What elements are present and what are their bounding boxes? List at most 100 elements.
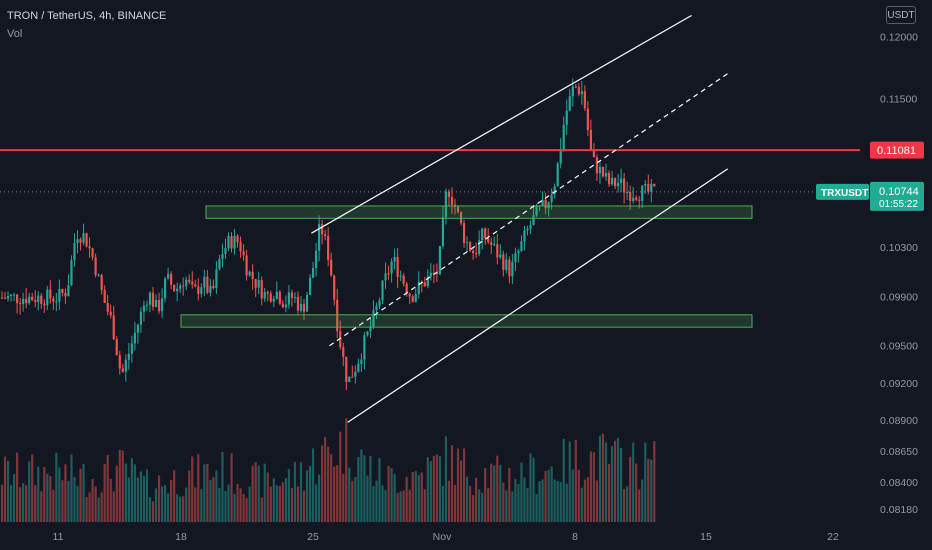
volume-bar xyxy=(64,464,66,522)
volume-bar xyxy=(397,493,399,522)
trend-channel[interactable] xyxy=(311,15,727,422)
candle xyxy=(288,285,290,309)
candle xyxy=(602,166,604,177)
volume-bar xyxy=(409,490,411,522)
support-zones[interactable] xyxy=(181,206,752,327)
candle xyxy=(357,359,359,373)
candle xyxy=(526,226,528,236)
price-axis-bg[interactable] xyxy=(860,0,932,550)
last-price-value: 0.10744 xyxy=(879,186,919,198)
candle xyxy=(291,290,293,307)
volume-bar xyxy=(161,487,163,522)
time-tick: 8 xyxy=(572,531,578,543)
candle xyxy=(146,301,148,311)
volume-bar xyxy=(230,453,232,522)
support-zone[interactable] xyxy=(181,315,752,327)
volume-bar xyxy=(19,487,21,522)
volume-bar xyxy=(140,471,142,522)
volume-bar xyxy=(264,464,266,522)
candle xyxy=(31,293,33,301)
symbol-title[interactable]: TRON / TetherUS, 4h, BINANCE xyxy=(7,10,166,22)
time-axis-bg[interactable] xyxy=(0,524,860,550)
candle xyxy=(614,178,616,189)
volume-bar xyxy=(218,488,220,522)
volume-bar xyxy=(25,485,27,522)
volume-bar xyxy=(37,467,39,522)
candle xyxy=(140,307,142,333)
volume-bar xyxy=(282,482,284,522)
volume-bar xyxy=(493,465,495,522)
candle xyxy=(67,275,69,297)
volume-bar xyxy=(517,484,519,522)
volume-bar xyxy=(149,497,151,522)
volume-bar xyxy=(581,488,583,522)
volume-bar xyxy=(569,441,571,522)
volume-bar xyxy=(487,488,489,522)
volume-bar xyxy=(623,489,625,522)
candle xyxy=(333,275,335,306)
candle xyxy=(212,280,214,290)
candle xyxy=(330,253,332,277)
candle xyxy=(10,294,12,302)
candle xyxy=(28,293,30,305)
candle xyxy=(632,187,634,204)
volume-label[interactable]: Vol xyxy=(7,28,22,40)
volume-bar xyxy=(152,501,154,522)
candle xyxy=(397,248,399,288)
volume-bar xyxy=(79,469,81,522)
volume-bar xyxy=(40,492,42,522)
candle xyxy=(575,84,577,88)
volume-bar xyxy=(333,467,335,522)
candle xyxy=(611,171,613,186)
volume-bar xyxy=(52,490,54,522)
volume-bar xyxy=(143,476,145,522)
candle xyxy=(79,237,81,250)
volume-bar xyxy=(433,456,435,522)
volume-bar xyxy=(632,442,634,522)
currency-button[interactable]: USDT xyxy=(886,6,916,24)
price-tick: 0.11500 xyxy=(880,93,917,105)
resistance-line[interactable] xyxy=(0,150,860,192)
volume-bar xyxy=(73,477,75,522)
volume-bar xyxy=(46,474,48,522)
volume-bar xyxy=(61,480,63,522)
candle xyxy=(279,290,281,305)
volume-bar xyxy=(249,487,251,522)
volume-bar xyxy=(330,454,332,522)
volume-bar xyxy=(520,463,522,522)
volume-bar xyxy=(43,467,45,522)
volume-bar xyxy=(291,488,293,522)
volume-bar xyxy=(236,484,238,522)
candle xyxy=(73,233,75,266)
candle xyxy=(173,284,175,291)
volume-bar xyxy=(167,494,169,522)
candle xyxy=(218,255,220,271)
candle xyxy=(149,291,151,312)
candle xyxy=(104,285,106,303)
volume-bar xyxy=(457,449,459,522)
volume-bar xyxy=(490,464,492,522)
volume-bar xyxy=(158,475,160,522)
volume-bar xyxy=(339,432,341,522)
volume-bar xyxy=(557,481,559,522)
volume-bar xyxy=(197,454,199,522)
price-tick: 0.12000 xyxy=(880,32,918,44)
volume-bar xyxy=(276,485,278,522)
candle xyxy=(587,101,589,136)
volume-bar xyxy=(49,476,51,522)
volume-bars xyxy=(1,418,656,522)
volume-bar xyxy=(575,440,577,522)
candle xyxy=(493,236,495,246)
volume-bar xyxy=(508,468,510,522)
candle xyxy=(282,300,284,308)
candle xyxy=(19,298,21,315)
candle xyxy=(294,292,296,303)
candle xyxy=(203,270,205,296)
candle xyxy=(590,120,592,151)
volume-bar xyxy=(650,460,652,522)
candle xyxy=(469,241,471,252)
channel-line-upper[interactable] xyxy=(311,15,691,233)
volume-bar xyxy=(472,495,474,522)
volume-bar xyxy=(267,472,269,522)
